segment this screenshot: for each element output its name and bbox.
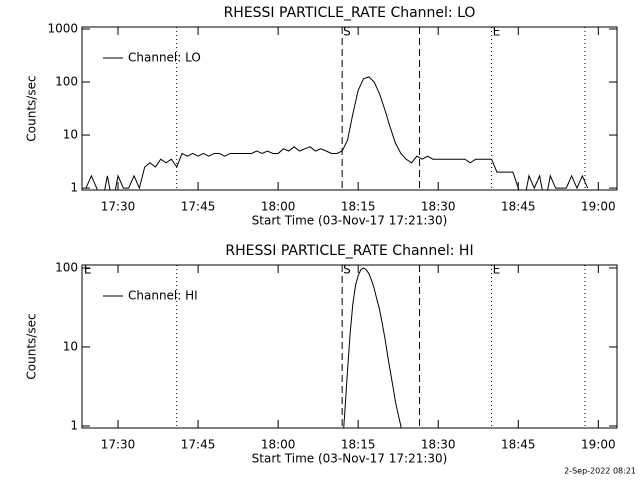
panel: RHESSI PARTICLE_RATE Channel: LO Start Ti…: [25, 5, 618, 228]
legend-label: Channel: HI: [128, 289, 198, 303]
x-tick-label: 18:45: [501, 438, 536, 452]
y-tick-label: 10: [63, 339, 78, 353]
plot-frame: [81, 26, 618, 191]
x-tick-label: 19:00: [581, 438, 616, 452]
annotation: E: [84, 263, 92, 277]
y-tick-label: 10: [63, 128, 78, 142]
y-tick-label: 100: [55, 260, 78, 274]
x-axis-label: Start Time (03-Nov-17 17:21:30): [252, 214, 448, 228]
y-tick-label: 1: [70, 181, 78, 195]
series-line: [85, 76, 589, 190]
x-tick-label: 18:30: [421, 200, 456, 214]
y-axis-label: Counts/sec: [25, 313, 39, 379]
x-tick-label: 18:30: [421, 438, 456, 452]
y-axis-label: Counts/sec: [25, 75, 39, 141]
panel: RHESSI PARTICLE_RATE Channel: HI Start Ti…: [25, 243, 618, 466]
marker-label: E: [493, 25, 501, 39]
x-tick-label: 18:00: [261, 438, 296, 452]
marker-label: S: [343, 25, 351, 39]
x-tick-label: 18:15: [341, 200, 376, 214]
x-tick-label: 17:45: [181, 438, 216, 452]
y-tick-label: 1000: [47, 21, 78, 35]
x-tick-label: 18:15: [341, 438, 376, 452]
x-tick-label: 19:00: [581, 200, 616, 214]
y-tick-label: 1: [70, 418, 78, 432]
x-axis-label: Start Time (03-Nov-17 17:21:30): [252, 452, 448, 466]
marker-label: E: [493, 263, 501, 277]
x-tick-label: 17:30: [101, 200, 136, 214]
x-tick-label: 17:30: [101, 438, 136, 452]
chart-title: RHESSI PARTICLE_RATE Channel: LO: [224, 5, 476, 21]
y-tick-label: 100: [55, 75, 78, 89]
chart-title: RHESSI PARTICLE_RATE Channel: HI: [225, 243, 473, 259]
series-line: [343, 267, 402, 428]
x-tick-label: 17:45: [181, 200, 216, 214]
x-tick-label: 18:00: [261, 200, 296, 214]
marker-label: S: [343, 263, 351, 277]
x-tick-label: 18:45: [501, 200, 536, 214]
legend-label: Channel: LO: [128, 51, 201, 65]
footer: 2-Sep-2022 08:21: [564, 467, 636, 476]
